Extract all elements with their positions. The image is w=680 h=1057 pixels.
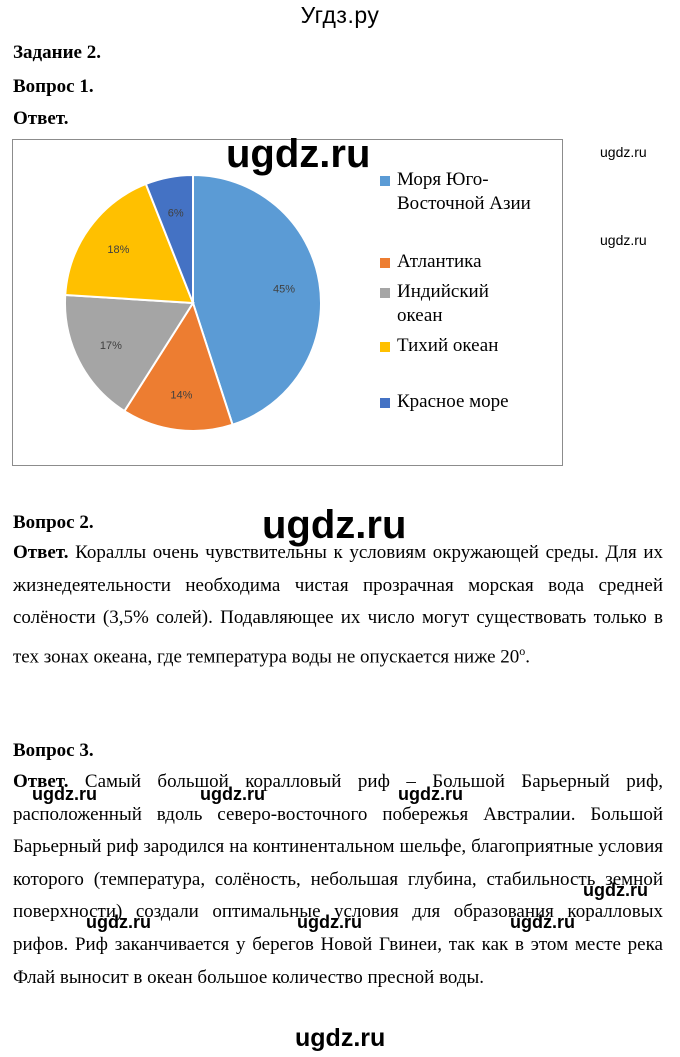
legend-label-4: Тихий океан <box>397 335 499 356</box>
legend-label-1: Моря Юго- Восточной Азии <box>397 169 531 214</box>
watermark-text-6: ugdz.ru <box>297 912 362 932</box>
degree-mark: o <box>519 643 526 658</box>
question-2-answer: Ответ. Кораллы очень чувствительны к усл… <box>13 537 663 674</box>
legend-swatch-2 <box>380 258 390 268</box>
legend-swatch-5 <box>380 398 390 408</box>
legend-label-3: Индийский океан <box>397 281 489 326</box>
question-2-heading: Вопрос 2. <box>13 512 94 533</box>
question-1-answer-label: Ответ. <box>13 108 69 129</box>
legend-label-5: Красное море <box>397 391 509 412</box>
legend-label-2: Атлантика <box>397 251 482 272</box>
legend-swatch-1 <box>380 176 390 186</box>
watermark-text-3: ugdz.ru <box>398 784 463 804</box>
watermark-text-2: ugdz.ru <box>200 784 265 804</box>
watermark-text-7: ugdz.ru <box>510 912 575 932</box>
legend-swatch-4 <box>380 342 390 352</box>
question-2-answer-text: Кораллы очень чувствительны к условиям о… <box>13 542 663 668</box>
question-3-heading: Вопрос 3. <box>13 740 94 761</box>
site-title: Угдз.ру <box>300 2 380 28</box>
watermark-side-1: ugdz.ru <box>600 144 647 160</box>
watermark-chart: ugdz.ru <box>226 132 371 176</box>
watermark-middle: ugdz.ru <box>262 503 407 547</box>
question-3-answer-text: Самый большой коралловый риф – Большой Б… <box>13 771 664 988</box>
question-2-answer-label: Ответ. <box>13 542 69 563</box>
question-2-answer-end: . <box>525 646 531 668</box>
question-1-heading: Вопрос 1. <box>13 76 94 97</box>
watermark-bottom: ugdz.ru <box>295 1024 386 1052</box>
watermark-text-4: ugdz.ru <box>583 880 648 900</box>
pie-chart-frame <box>12 139 563 466</box>
question-3-answer-label: Ответ. <box>13 771 69 792</box>
question-3-answer: Ответ. Самый большой коралловый риф – Бо… <box>13 766 663 994</box>
task-heading: Задание 2. <box>13 42 101 63</box>
legend-swatch-3 <box>380 288 390 298</box>
watermark-text-5: ugdz.ru <box>86 912 151 932</box>
watermark-text-1: ugdz.ru <box>32 784 97 804</box>
watermark-side-2: ugdz.ru <box>600 232 647 248</box>
